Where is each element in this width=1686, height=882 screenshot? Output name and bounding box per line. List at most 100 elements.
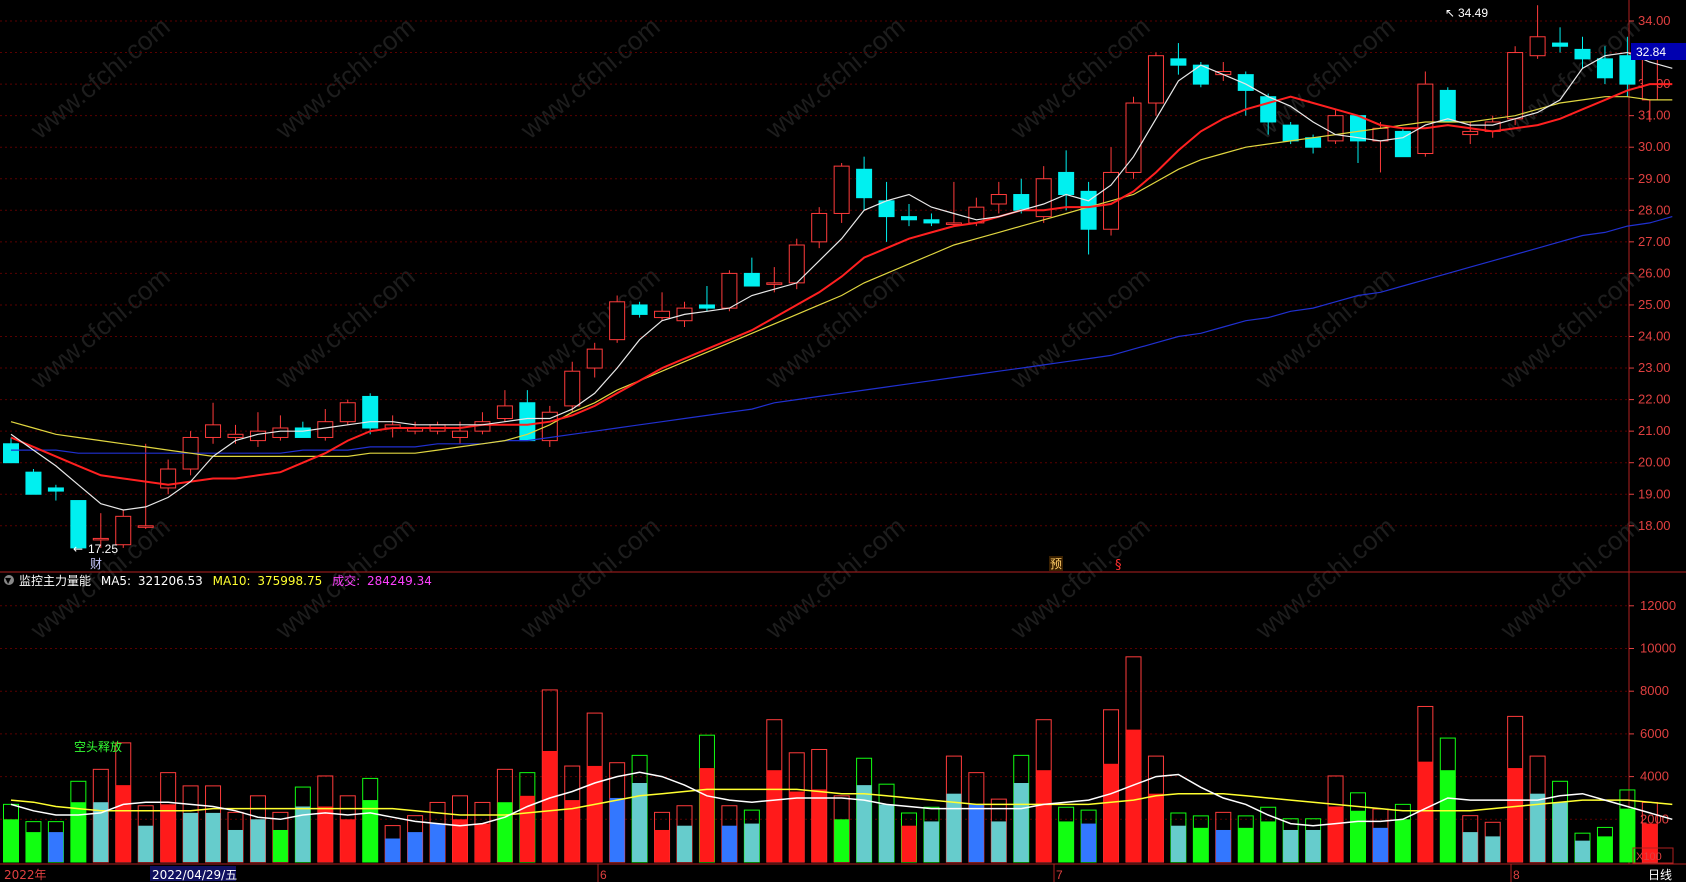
candle-up[interactable] [1327, 115, 1344, 142]
candle-up[interactable] [227, 433, 244, 438]
candle-down[interactable] [1619, 55, 1636, 85]
volume-bar[interactable] [70, 802, 86, 862]
volume-bar[interactable] [699, 768, 715, 862]
volume-bar[interactable] [1372, 827, 1388, 862]
volume-bar[interactable] [474, 823, 490, 862]
candle-up[interactable] [1417, 83, 1434, 155]
volume-bar[interactable] [228, 829, 243, 862]
candle-up[interactable] [1035, 178, 1052, 218]
volume-bar[interactable] [946, 793, 962, 862]
candle-down[interactable] [1237, 74, 1254, 91]
volume-bar[interactable] [1417, 761, 1433, 862]
candle-up[interactable] [137, 525, 154, 528]
candle-down[interactable] [923, 219, 940, 224]
volume-bar[interactable] [1642, 823, 1658, 862]
volume-bar[interactable] [1305, 829, 1321, 862]
candle-down[interactable] [3, 443, 19, 464]
volume-bar[interactable] [991, 821, 1007, 862]
volume-bar[interactable] [789, 791, 805, 862]
volume-bar[interactable] [1462, 832, 1478, 862]
volume-bar[interactable] [1036, 770, 1052, 862]
candle-up[interactable] [339, 402, 356, 423]
candle-down[interactable] [25, 471, 42, 495]
marker-yu[interactable]: 预 [1050, 557, 1062, 571]
volume-bar[interactable] [1395, 819, 1411, 862]
volume-bar[interactable] [1081, 823, 1097, 862]
volume-bar[interactable] [25, 832, 41, 862]
volume-bar[interactable] [317, 806, 333, 862]
candle-up[interactable] [541, 411, 558, 442]
candle-up[interactable] [1147, 55, 1164, 104]
candle-up[interactable] [272, 427, 289, 438]
volume-bar[interactable] [542, 750, 558, 862]
volume-bar[interactable] [564, 800, 580, 862]
volume-bar[interactable] [609, 797, 625, 862]
volume-bar[interactable] [677, 825, 692, 862]
marker-s[interactable]: § [1115, 558, 1122, 573]
candle-down[interactable] [1282, 124, 1299, 142]
candle-up[interactable] [1529, 36, 1546, 57]
volume-bar[interactable] [1350, 810, 1366, 862]
candle-up[interactable] [452, 430, 468, 438]
candle-down[interactable] [1596, 58, 1613, 79]
volume-bar[interactable] [205, 812, 221, 862]
candle-down[interactable] [1058, 171, 1075, 196]
volume-bar[interactable] [48, 832, 64, 862]
volume-bar[interactable] [430, 823, 446, 862]
volume-bar[interactable] [1328, 806, 1344, 862]
candle-down[interactable] [47, 487, 64, 492]
candle-down[interactable] [1013, 194, 1030, 211]
volume-bar[interactable] [856, 785, 872, 862]
volume-bar[interactable] [385, 838, 401, 862]
candle-up[interactable] [609, 301, 626, 341]
volume-bar[interactable] [1058, 821, 1074, 862]
volume-bar[interactable] [654, 829, 670, 862]
volume-bar[interactable] [1575, 840, 1590, 862]
candle-up[interactable] [1125, 102, 1142, 173]
candle-up[interactable] [654, 310, 671, 319]
volume-bar[interactable] [1215, 829, 1231, 862]
candle-down[interactable] [631, 304, 648, 315]
volume-bar[interactable] [1193, 827, 1209, 862]
period-label[interactable]: 日线 [1648, 868, 1672, 882]
volume-bar[interactable] [340, 819, 356, 862]
candle-up[interactable] [1462, 130, 1479, 136]
candle-up[interactable] [945, 222, 962, 225]
candle-down[interactable] [901, 216, 917, 221]
marker-cai[interactable]: 财 [90, 557, 102, 571]
volume-bar[interactable] [295, 806, 311, 862]
candle-up[interactable] [833, 165, 850, 214]
volume-bar[interactable] [1597, 836, 1613, 862]
candle-down[interactable] [1170, 58, 1187, 66]
volume-bar[interactable] [3, 819, 19, 862]
volume-bar[interactable] [1013, 783, 1029, 862]
candle-up[interactable] [564, 370, 581, 407]
candle-up[interactable] [317, 421, 334, 438]
candle-down[interactable] [294, 427, 311, 438]
candle-down[interactable] [743, 272, 760, 287]
candle-up[interactable] [990, 194, 1007, 205]
candle-down[interactable] [1552, 42, 1569, 47]
volume-bar[interactable] [879, 804, 895, 862]
candle-up[interactable] [721, 272, 738, 309]
volume-bar[interactable] [811, 789, 827, 862]
volume-bar[interactable] [1126, 729, 1141, 862]
volume-bar[interactable] [1619, 808, 1635, 862]
volume-bar[interactable] [1485, 836, 1501, 862]
volume-bar[interactable] [407, 832, 423, 862]
volume-bar[interactable] [1283, 829, 1299, 862]
candle-up[interactable] [92, 537, 109, 541]
candle-down[interactable] [1080, 190, 1097, 230]
volume-bar[interactable] [1103, 763, 1119, 862]
indicator-dropdown-icon[interactable] [4, 575, 14, 585]
volume-bar[interactable] [250, 819, 266, 862]
candle-down[interactable] [1439, 89, 1456, 123]
candle-up[interactable] [115, 515, 132, 546]
candle-up[interactable] [205, 424, 222, 438]
volume-bar[interactable] [452, 819, 468, 862]
volume-bar[interactable] [160, 804, 176, 862]
candle-down[interactable] [1305, 137, 1322, 148]
candle-up[interactable] [496, 405, 513, 420]
volume-bar[interactable] [272, 829, 288, 862]
